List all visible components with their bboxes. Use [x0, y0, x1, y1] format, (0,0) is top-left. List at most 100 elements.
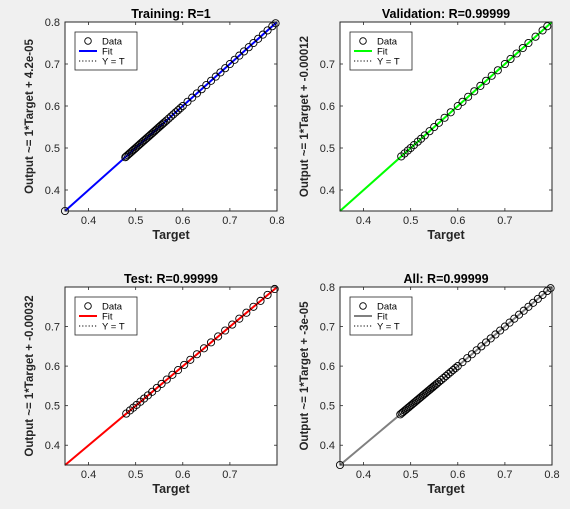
test-y-tick-label: 0.7: [45, 322, 60, 334]
test-data-point: [199, 344, 209, 353]
validation-x-axis-label: Target: [427, 228, 465, 242]
training-title: Training: R=1: [131, 7, 211, 21]
validation-data-point: [538, 26, 547, 35]
all-axes-box: [339, 286, 553, 466]
all-data-point: [453, 362, 462, 371]
training-y-tick-label: 0.4: [45, 185, 60, 197]
test-x-axis-label: Target: [152, 482, 190, 496]
all-x-tick-label: 0.7: [497, 469, 512, 481]
all-data-point: [434, 377, 443, 386]
validation-y-tick-label: 0.5: [320, 143, 335, 155]
training-data-point: [174, 106, 183, 115]
validation-data-point: [531, 32, 540, 41]
validation-data-point: [420, 131, 429, 140]
validation-x-tick-label: 0.6: [450, 215, 465, 227]
test-data-point: [235, 314, 244, 323]
test-y-axis-label: Output ~= 1*Target + -0.00032: [24, 295, 36, 456]
test-data-point: [221, 326, 230, 335]
training-data-point: [157, 120, 166, 129]
training-data-point: [258, 30, 267, 39]
all-data-point: [472, 346, 481, 355]
test-data-point: [152, 383, 161, 392]
validation-data-point: [476, 81, 485, 90]
training-legend-label: Y = T: [102, 57, 125, 68]
all-data-point: [441, 371, 451, 381]
all-data-point: [496, 326, 505, 335]
all-data-point: [458, 358, 467, 367]
all-data-point: [437, 375, 446, 385]
training-data-point: [197, 85, 206, 94]
training-data-point: [202, 80, 211, 90]
validation-data-point: [403, 146, 412, 155]
training-legend-label: Fit: [102, 47, 113, 58]
test-axes-box: [64, 286, 278, 466]
test-data-point: [180, 360, 189, 369]
training-data-point: [254, 34, 263, 43]
test-y-tick-label: 0.5: [45, 401, 60, 413]
all-data-point: [500, 322, 509, 331]
training-data-point: [235, 51, 244, 60]
test-legend-label: Y = T: [102, 322, 125, 333]
validation-y-tick-label: 0.4: [320, 185, 335, 197]
training-data-point: [249, 38, 258, 48]
test-data-point: [263, 290, 272, 299]
validation-data-point: [458, 97, 467, 106]
all-title: All: R=0.99999: [403, 272, 488, 286]
training-x-tick-label: 0.7: [222, 215, 237, 227]
training-x-tick-label: 0.4: [81, 215, 96, 227]
all-fit-line: [339, 286, 553, 466]
validation-data-point: [453, 101, 462, 111]
test-panel: 0.4 0.5 0.6 0.7 0.4 0.5 0.6 0.7 Test: R=0.99999 T…: [24, 272, 279, 496]
validation-y-axis-label: Output ~= 1*Target + -0.00012: [299, 36, 311, 197]
validation-fit-line: [339, 21, 553, 212]
all-data-point: [538, 290, 547, 299]
test-data-point: [148, 387, 157, 396]
all-x-tick-label: 0.6: [450, 469, 465, 481]
all-x-tick-label: 0.5: [403, 469, 418, 481]
training-data-point: [211, 72, 220, 81]
training-data-point: [225, 59, 234, 69]
validation-legend-label: Fit: [377, 47, 388, 58]
validation-data-point: [500, 59, 509, 69]
validation-data-point: [440, 113, 449, 122]
validation-x-tick-label: 0.4: [356, 215, 371, 227]
validation-y-tick-label: 0.7: [320, 59, 335, 71]
all-legend-label: Y = T: [377, 322, 400, 333]
training-data-point: [271, 19, 280, 28]
all-data-point: [491, 330, 500, 339]
training-y-tick-label: 0.7: [45, 59, 60, 71]
test-fit-line: [64, 286, 278, 466]
validation-data-point: [512, 49, 521, 58]
validation-data-point: [470, 87, 479, 96]
training-legend-label: Data: [102, 37, 123, 48]
test-legend-label: Data: [102, 302, 123, 313]
validation-data-point: [506, 54, 515, 64]
test-data-point: [242, 308, 251, 317]
training-data-point: [183, 97, 192, 106]
test-data-point: [206, 338, 216, 347]
training-data-point: [221, 64, 230, 73]
validation-panel: 0.4 0.5 0.6 0.7 0.4 0.5 0.6 0.7 Validation: R=0.…: [299, 7, 553, 242]
training-data-point: [263, 26, 272, 35]
training-data-point: [188, 93, 197, 102]
test-data-point: [249, 302, 258, 311]
training-data-point: [166, 112, 176, 121]
training-data-point: [164, 114, 173, 123]
all-data-point: [510, 314, 519, 323]
all-data-point: [463, 354, 472, 363]
training-fit-line: [64, 21, 278, 212]
test-data-point: [192, 350, 201, 359]
training-axes-box: [64, 21, 278, 212]
all-x-tick-label: 0.8: [544, 469, 559, 481]
all-data-point: [477, 342, 486, 351]
training-data-point: [169, 110, 178, 119]
test-y-tick-label: 0.4: [45, 440, 60, 452]
training-data-point: [176, 104, 185, 113]
all-data-point: [451, 364, 460, 373]
test-x-tick-label: 0.7: [222, 469, 237, 481]
validation-legend-data-marker: [359, 37, 367, 45]
test-data-point: [174, 366, 183, 375]
validation-data-point: [493, 66, 502, 75]
